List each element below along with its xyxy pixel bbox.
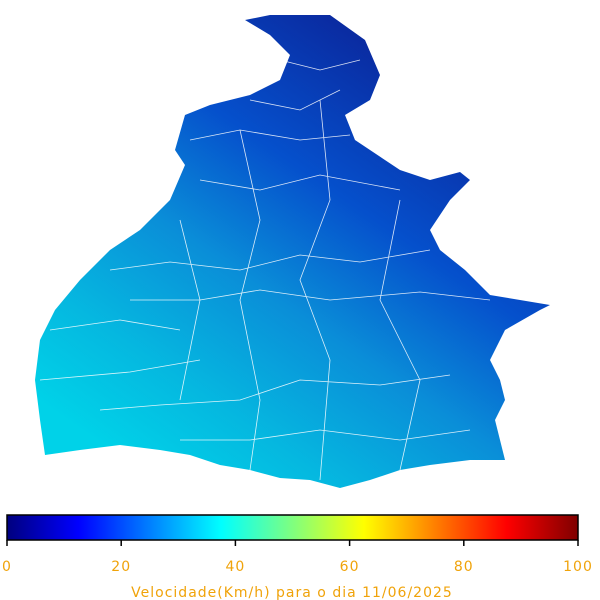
boundaries <box>39 59 491 481</box>
tick-label: 100 <box>563 559 593 575</box>
state-shape <box>35 15 550 488</box>
tick-label: 20 <box>111 559 131 575</box>
tick-label: 0 <box>2 559 12 575</box>
tick-label: 60 <box>340 559 360 575</box>
state-map <box>35 15 550 488</box>
colorbar <box>6 514 579 541</box>
colorbar-ticks: 0 20 40 60 80 100 <box>2 540 593 575</box>
tick-label: 80 <box>454 559 474 575</box>
tick-label: 40 <box>225 559 245 575</box>
colorbar-label: Velocidade(Km/h) para o dia 11/06/2025 <box>131 585 453 600</box>
